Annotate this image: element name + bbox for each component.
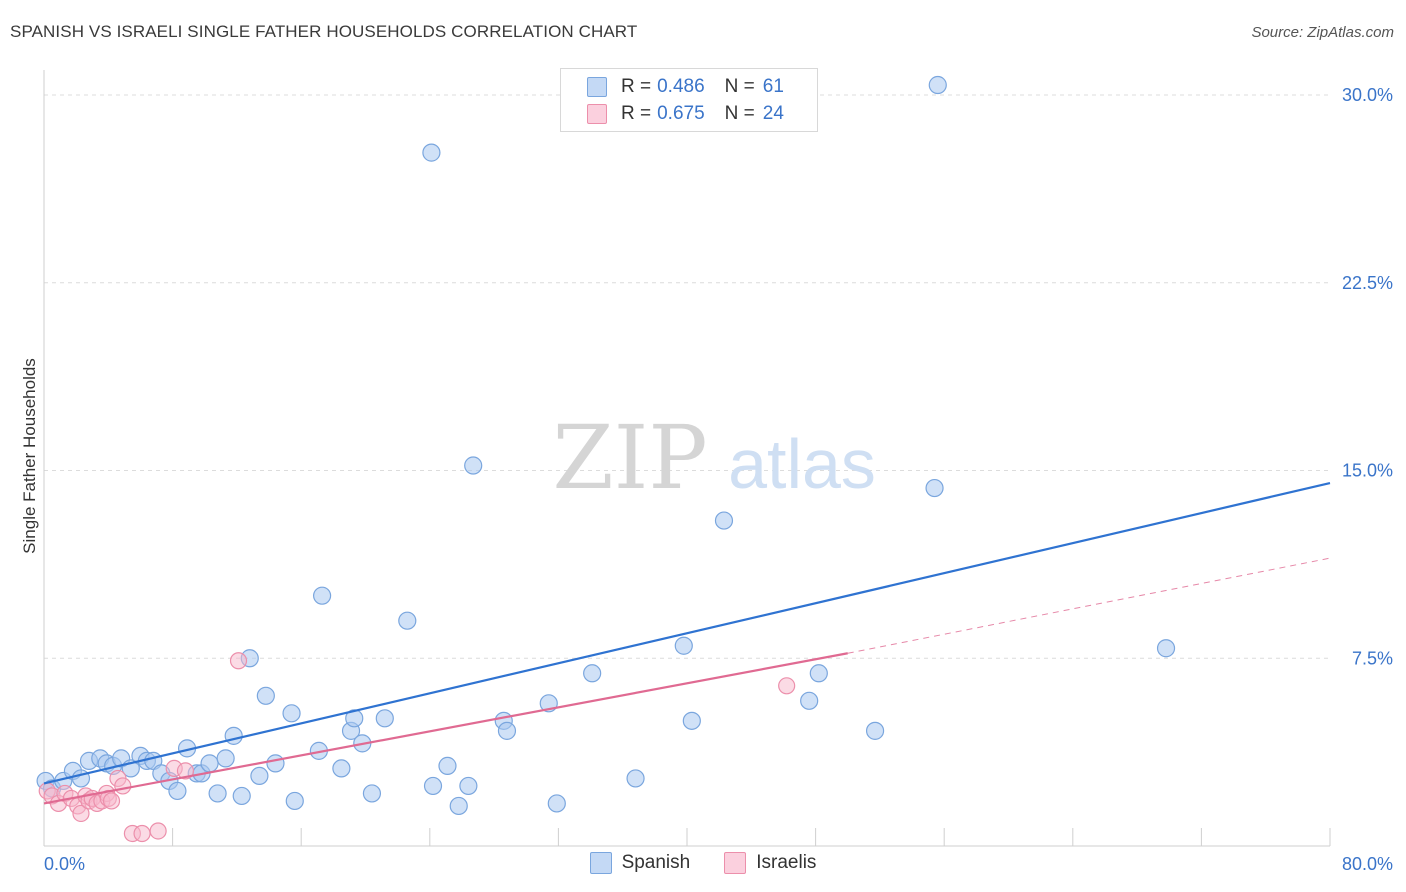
spanish-point	[714, 511, 734, 530]
spanish-point	[809, 664, 828, 683]
spanish-point	[312, 586, 332, 605]
spanish-point	[332, 759, 351, 778]
spanish-point	[925, 478, 944, 498]
source-label[interactable]: Source: ZipAtlas.com	[1251, 24, 1394, 41]
spanish-point	[464, 456, 483, 475]
spanish-point	[626, 769, 645, 788]
spanish-point	[200, 754, 219, 773]
tick-labels: 7.5% 15.0% 22.5% 30.0% 0.0% 80.0%	[44, 85, 1393, 874]
israeli-trendline	[43, 652, 848, 805]
spanish-point	[800, 691, 819, 710]
legend-row-spanish: R = 0.486 N = 61	[587, 75, 784, 99]
spanish-point	[449, 796, 468, 816]
spanish-point	[865, 721, 885, 740]
legend-n-value: 61	[762, 76, 784, 97]
spanish-point	[547, 794, 566, 813]
legend-n-label: N =	[724, 103, 755, 124]
spanish-point	[285, 791, 304, 811]
spanish-point	[266, 754, 285, 773]
legend-label-israelis: Israelis	[756, 852, 817, 873]
spanish-point	[168, 781, 187, 801]
spanish-trendline	[43, 481, 1331, 785]
y-tick-label: 7.5%	[1352, 648, 1393, 668]
spanish-point	[250, 766, 269, 786]
series-legend: Spanish Israelis	[0, 852, 1406, 874]
legend-r-value: 0.486	[657, 76, 705, 97]
trendlines	[43, 481, 1331, 805]
spanish-point	[256, 686, 275, 705]
spanish-point	[362, 784, 382, 803]
spanish-point	[375, 709, 394, 728]
israeli-point	[229, 652, 248, 670]
legend-row-israeli: R = 0.675 N = 24	[587, 102, 784, 126]
israeli-points	[38, 652, 796, 843]
legend-swatch-spanish	[589, 852, 612, 874]
israeli-trendline-extension	[847, 557, 1331, 654]
x-tick-label: 80.0%	[1342, 854, 1393, 874]
spanish-point	[423, 776, 443, 796]
spanish-point	[1156, 639, 1176, 658]
legend-n-label: N =	[724, 76, 755, 97]
spanish-point	[583, 664, 602, 683]
legend-r-label: R =	[621, 103, 652, 124]
legend-swatch-israelis	[724, 852, 747, 874]
israeli-point	[778, 677, 796, 695]
y-tick-label: 15.0%	[1342, 461, 1393, 481]
gridlines	[44, 94, 1330, 659]
chart-title: SPANISH VS ISRAELI SINGLE FATHER HOUSEHO…	[10, 22, 638, 41]
spanish-point	[674, 636, 693, 655]
legend-item-israelis[interactable]: Israelis	[724, 852, 816, 874]
spanish-point	[232, 786, 251, 806]
spanish-point	[282, 704, 301, 723]
israeli-point	[133, 824, 151, 843]
spanish-point	[438, 756, 457, 775]
legend-label-spanish: Spanish	[621, 852, 691, 873]
israeli-point	[176, 762, 195, 780]
watermark: ZIP atlas	[552, 406, 876, 509]
legend-r-value: 0.675	[657, 103, 705, 124]
israeli-point	[114, 777, 132, 795]
israeli-point	[149, 822, 167, 840]
israeli-point	[102, 792, 121, 810]
watermark-zip: ZIP	[552, 406, 707, 509]
spanish-point	[208, 784, 227, 803]
spanish-point	[216, 749, 235, 768]
spanish-point	[682, 711, 701, 730]
legend-r-label: R =	[621, 76, 652, 97]
x-tick-label: 0.0%	[44, 854, 85, 874]
correlation-legend: R = 0.486 N = 61 R = 0.675 N = 24	[560, 68, 818, 132]
legend-item-spanish[interactable]: Spanish	[589, 852, 691, 874]
spanish-point	[497, 721, 517, 740]
spanish-point	[928, 75, 947, 95]
spanish-point	[459, 776, 478, 796]
legend-swatch-spanish	[587, 77, 607, 97]
watermark-atlas: atlas	[728, 425, 876, 503]
legend-swatch-israeli	[587, 104, 607, 124]
axes	[43, 70, 1331, 847]
y-tick-label: 22.5%	[1342, 273, 1393, 293]
y-tick-label: 30.0%	[1342, 85, 1393, 105]
spanish-point	[398, 611, 417, 630]
spanish-point	[422, 143, 441, 162]
spanish-point	[224, 726, 243, 745]
israeli-point	[72, 804, 90, 823]
legend-n-value: 24	[762, 103, 784, 124]
